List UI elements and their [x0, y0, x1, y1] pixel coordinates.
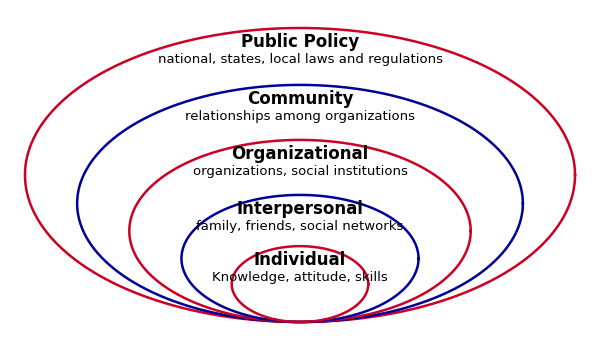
Text: national, states, local laws and regulations: national, states, local laws and regulat…	[157, 52, 443, 66]
Text: Interpersonal: Interpersonal	[236, 199, 364, 218]
Text: Individual: Individual	[254, 251, 346, 269]
Text: Community: Community	[247, 90, 353, 108]
Text: Organizational: Organizational	[232, 145, 368, 163]
Text: relationships among organizations: relationships among organizations	[185, 110, 415, 122]
Text: Knowledge, attitude, skills: Knowledge, attitude, skills	[212, 271, 388, 284]
Text: organizations, social institutions: organizations, social institutions	[193, 164, 407, 177]
Text: family, friends, social networks: family, friends, social networks	[196, 219, 404, 232]
Text: Public Policy: Public Policy	[241, 33, 359, 51]
